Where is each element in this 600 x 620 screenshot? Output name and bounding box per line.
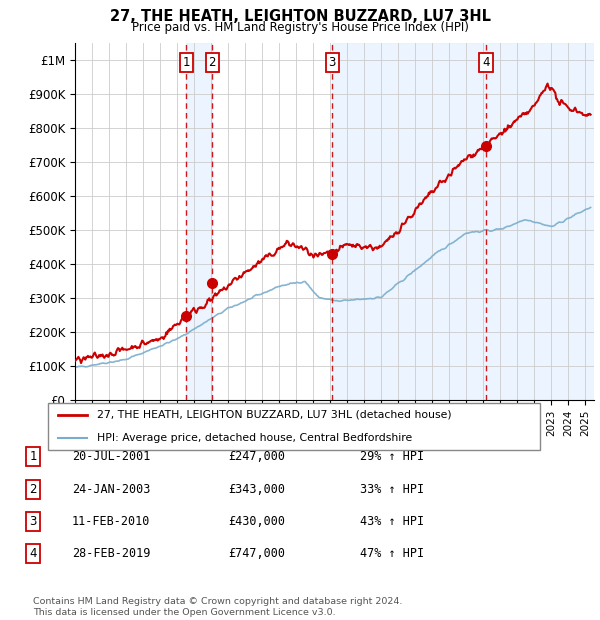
Text: £430,000: £430,000	[228, 515, 285, 528]
Text: 27, THE HEATH, LEIGHTON BUZZARD, LU7 3HL (detached house): 27, THE HEATH, LEIGHTON BUZZARD, LU7 3HL…	[97, 410, 452, 420]
Text: 4: 4	[482, 56, 490, 69]
Text: 11-FEB-2010: 11-FEB-2010	[72, 515, 151, 528]
Text: 24-JAN-2003: 24-JAN-2003	[72, 483, 151, 495]
Text: 29% ↑ HPI: 29% ↑ HPI	[360, 451, 424, 463]
Text: 4: 4	[29, 547, 37, 560]
Text: 33% ↑ HPI: 33% ↑ HPI	[360, 483, 424, 495]
Text: 2: 2	[29, 483, 37, 495]
Text: 27, THE HEATH, LEIGHTON BUZZARD, LU7 3HL: 27, THE HEATH, LEIGHTON BUZZARD, LU7 3HL	[110, 9, 491, 24]
Bar	[187, 43, 212, 400]
Text: £247,000: £247,000	[228, 451, 285, 463]
Text: 20-JUL-2001: 20-JUL-2001	[72, 451, 151, 463]
Text: 2: 2	[209, 56, 216, 69]
Text: 3: 3	[329, 56, 336, 69]
Text: 3: 3	[29, 515, 37, 528]
Text: 43% ↑ HPI: 43% ↑ HPI	[360, 515, 424, 528]
Text: 28-FEB-2019: 28-FEB-2019	[72, 547, 151, 560]
Text: 47% ↑ HPI: 47% ↑ HPI	[360, 547, 424, 560]
Text: HPI: Average price, detached house, Central Bedfordshire: HPI: Average price, detached house, Cent…	[97, 433, 412, 443]
Text: Price paid vs. HM Land Registry's House Price Index (HPI): Price paid vs. HM Land Registry's House …	[131, 21, 469, 34]
Text: £343,000: £343,000	[228, 483, 285, 495]
Text: £747,000: £747,000	[228, 547, 285, 560]
Bar	[332, 43, 594, 400]
Text: 1: 1	[29, 451, 37, 463]
Text: Contains HM Land Registry data © Crown copyright and database right 2024.
This d: Contains HM Land Registry data © Crown c…	[33, 598, 403, 617]
Text: 1: 1	[183, 56, 190, 69]
FancyBboxPatch shape	[48, 403, 540, 450]
